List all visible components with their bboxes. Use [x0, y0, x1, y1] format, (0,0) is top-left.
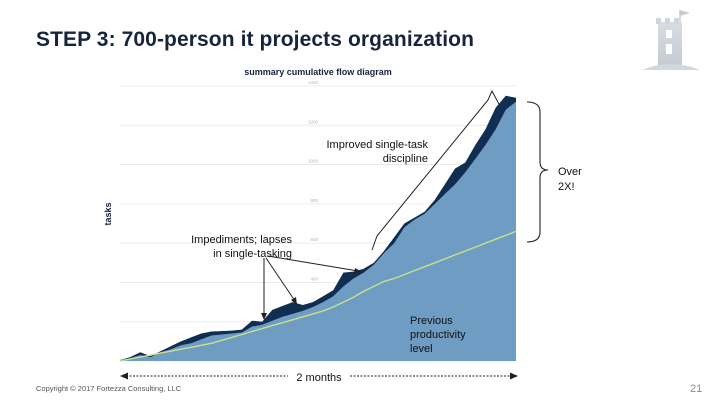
chart-title: summary cumulative flow diagram — [244, 67, 392, 77]
annotation-over-2x: Over 2X! — [558, 166, 582, 193]
castle-logo-icon — [642, 10, 700, 70]
y-tick-label: 800 — [310, 198, 318, 203]
page-number: 21 — [690, 383, 703, 395]
copyright-text: Copyright © 2017 Fortezza Consulting, LL… — [36, 384, 182, 393]
y-tick-label: 1400 — [308, 80, 319, 85]
y-tick-labels: 400 600 800 1000 1200 1400 — [308, 80, 319, 281]
annotation-previous-level: Previous productivity level — [410, 315, 466, 355]
improved-discipline-bracket — [371, 89, 501, 251]
over-2x-brace — [526, 101, 549, 243]
previous-productivity-line — [119, 230, 517, 362]
y-tick-label: 1200 — [308, 119, 319, 124]
y-tick-label: 1000 — [308, 159, 319, 164]
main-series-area — [120, 101, 516, 361]
y-axis-label: tasks — [103, 202, 113, 225]
annotation-impediments: Impediments; lapses in single-tasking — [191, 234, 292, 260]
chart-areas — [119, 95, 517, 362]
y-tick-label: 400 — [310, 276, 318, 281]
impediment-arrows — [261, 255, 362, 320]
annotation-improved-discipline: Improved single-task discipline — [327, 139, 429, 165]
x-axis-label: 2 months — [296, 372, 342, 384]
y-tick-label: 600 — [310, 237, 318, 242]
slide-title: STEP 3: 700-person it projects organizat… — [36, 28, 475, 51]
